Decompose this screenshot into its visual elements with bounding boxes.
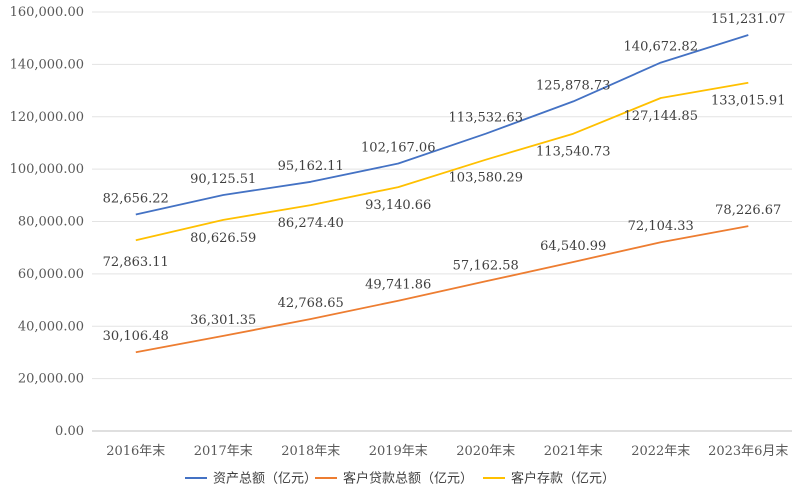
data-labels: 82,656.22 90,125.51 95,162.11 102,167.06 113… [103, 12, 786, 344]
y-tick-label: 0.00 [55, 424, 84, 439]
data-label: 80,626.59 [190, 231, 256, 246]
series-line-1 [135, 225, 749, 354]
legend-item: 客户贷款总额（亿元） [315, 471, 473, 487]
x-tick-label: 2016年末 [106, 444, 165, 459]
x-tick-label: 2019年末 [369, 444, 428, 459]
legend-item: 资产总额（亿元） [185, 472, 317, 487]
data-label: 95,162.11 [278, 159, 344, 174]
data-label: 93,140.66 [365, 198, 431, 213]
data-label: 49,741.86 [365, 278, 431, 293]
y-tick-label: 60,000.00 [18, 267, 84, 282]
y-tick-label: 40,000.00 [18, 319, 84, 334]
data-label: 113,532.63 [449, 111, 523, 126]
gridlines [92, 11, 792, 432]
data-label: 82,656.22 [103, 192, 169, 207]
x-tick-label: 2020年末 [456, 444, 515, 459]
data-label: 102,167.06 [361, 140, 435, 155]
x-tick-label: 2018年末 [281, 444, 340, 459]
x-tick-label: 2022年末 [631, 444, 690, 459]
legend-label: 客户存款（亿元） [511, 471, 615, 487]
y-axis-ticks: 0.00 20,000.00 40,000.00 60,000.00 80,000.00… [10, 5, 84, 439]
data-label: 36,301.35 [190, 313, 256, 328]
y-tick-label: 140,000.00 [10, 57, 84, 72]
y-tick-label: 20,000.00 [18, 372, 84, 387]
y-tick-label: 160,000.00 [10, 5, 84, 20]
legend-item: 客户存款（亿元） [483, 471, 615, 487]
legend-label: 资产总额（亿元） [213, 472, 317, 487]
x-axis-ticks: 2016年末 2017年末 2018年末 2019年末 2020年末 2021年末 2022… [106, 444, 788, 459]
legend-label: 客户贷款总额（亿元） [343, 471, 473, 487]
data-label: 113,540.73 [536, 145, 610, 160]
data-label: 78,226.67 [715, 203, 781, 218]
data-label: 42,768.65 [278, 296, 344, 311]
data-label: 86,274.40 [278, 216, 344, 231]
data-label: 133,015.91 [711, 94, 785, 109]
data-label: 57,162.58 [453, 258, 519, 273]
series-lines [135, 34, 749, 354]
data-label: 125,878.73 [536, 78, 610, 93]
x-tick-label: 2021年末 [544, 444, 603, 459]
legend: 资产总额（亿元） 客户贷款总额（亿元） 客户存款（亿元） [185, 471, 615, 487]
data-label: 103,580.29 [449, 171, 523, 186]
data-label: 64,540.99 [540, 239, 606, 254]
data-label: 151,231.07 [711, 12, 785, 27]
data-label: 127,144.85 [624, 109, 698, 124]
x-tick-label: 2017年末 [194, 444, 253, 459]
data-label: 90,125.51 [190, 172, 256, 187]
series-line-0 [135, 34, 749, 216]
y-tick-label: 80,000.00 [18, 215, 84, 230]
data-label: 72,104.33 [628, 219, 694, 234]
data-label: 72,863.11 [103, 255, 169, 270]
x-tick-label: 2023年6月末 [708, 444, 788, 459]
data-label: 140,672.82 [624, 40, 698, 55]
series-line-2 [135, 81, 749, 242]
y-tick-label: 120,000.00 [10, 110, 84, 125]
data-label: 30,106.48 [103, 329, 169, 344]
y-tick-label: 100,000.00 [10, 162, 84, 177]
